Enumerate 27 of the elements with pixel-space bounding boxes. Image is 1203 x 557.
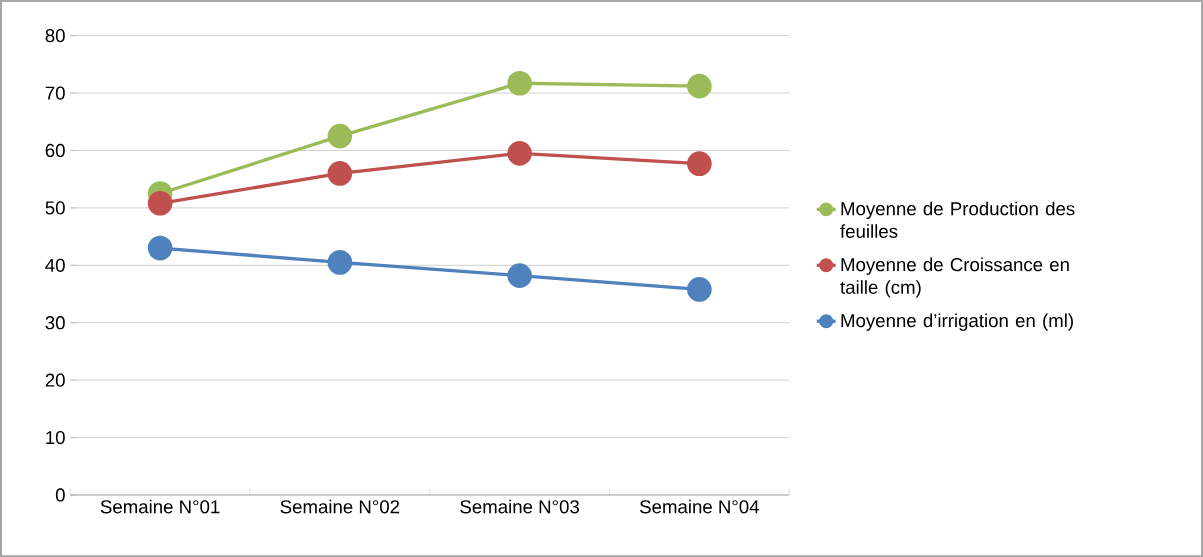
point	[687, 73, 712, 99]
point	[327, 161, 353, 186]
y-tick-label: 10	[46, 430, 65, 445]
point	[507, 263, 532, 288]
x-tick-label: Semaine N°01	[100, 499, 220, 514]
point	[687, 276, 712, 302]
point	[507, 70, 532, 96]
y-tick-label: 30	[45, 316, 65, 330]
point	[147, 235, 173, 261]
x-tick-label: Semaine N°04	[640, 499, 759, 514]
y-tick-label: 80	[45, 28, 65, 43]
point	[147, 190, 173, 216]
point	[327, 250, 353, 275]
x-tick-label: Semaine N°02	[280, 499, 400, 514]
legend-label: Moyenne d’irrigation en (ml)	[841, 313, 1073, 331]
legend-label: Moyenne de Croissance en taille (cm)	[840, 257, 1069, 298]
y-tick-label: 60	[45, 143, 65, 157]
y-tick-label: 40	[45, 258, 65, 272]
y-tick-label: 20	[45, 373, 65, 387]
y-tick-label: 0	[55, 488, 65, 502]
y-tick-label: 50	[45, 201, 65, 215]
x-tick-label: Semaine N°03	[460, 499, 579, 514]
point	[687, 151, 712, 176]
y-tick-label: 70	[45, 86, 65, 100]
point	[327, 123, 353, 149]
point	[507, 140, 532, 166]
legend-label: Moyenne de Production des feuilles	[840, 201, 1075, 238]
